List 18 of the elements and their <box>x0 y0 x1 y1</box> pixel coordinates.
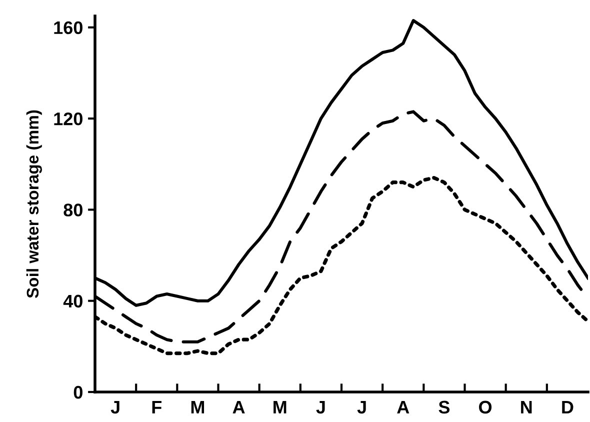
y-tick-label: 40 <box>63 294 82 308</box>
x-tick-label: F <box>152 400 162 414</box>
x-tick-label: A <box>397 400 410 414</box>
x-tick-label: O <box>479 400 492 414</box>
x-tick-label: N <box>521 400 532 414</box>
y-tick-label: 160 <box>54 21 82 34</box>
x-tick-label: D <box>562 400 574 414</box>
y-tick-label: 80 <box>64 204 82 216</box>
x-tick-label: A <box>232 400 245 414</box>
x-tick-label: M <box>274 400 286 414</box>
x-tick-label: J <box>316 400 325 414</box>
x-tick-label: S <box>438 400 450 414</box>
x-tick-label: J <box>357 400 366 414</box>
y-axis-title: Soil water storage (mm) <box>26 110 42 298</box>
y-tick-label: 0 <box>74 386 82 399</box>
x-tick-label: M <box>191 400 204 414</box>
x-tick-label: J <box>110 400 120 414</box>
y-tick-label: 120 <box>54 112 82 126</box>
